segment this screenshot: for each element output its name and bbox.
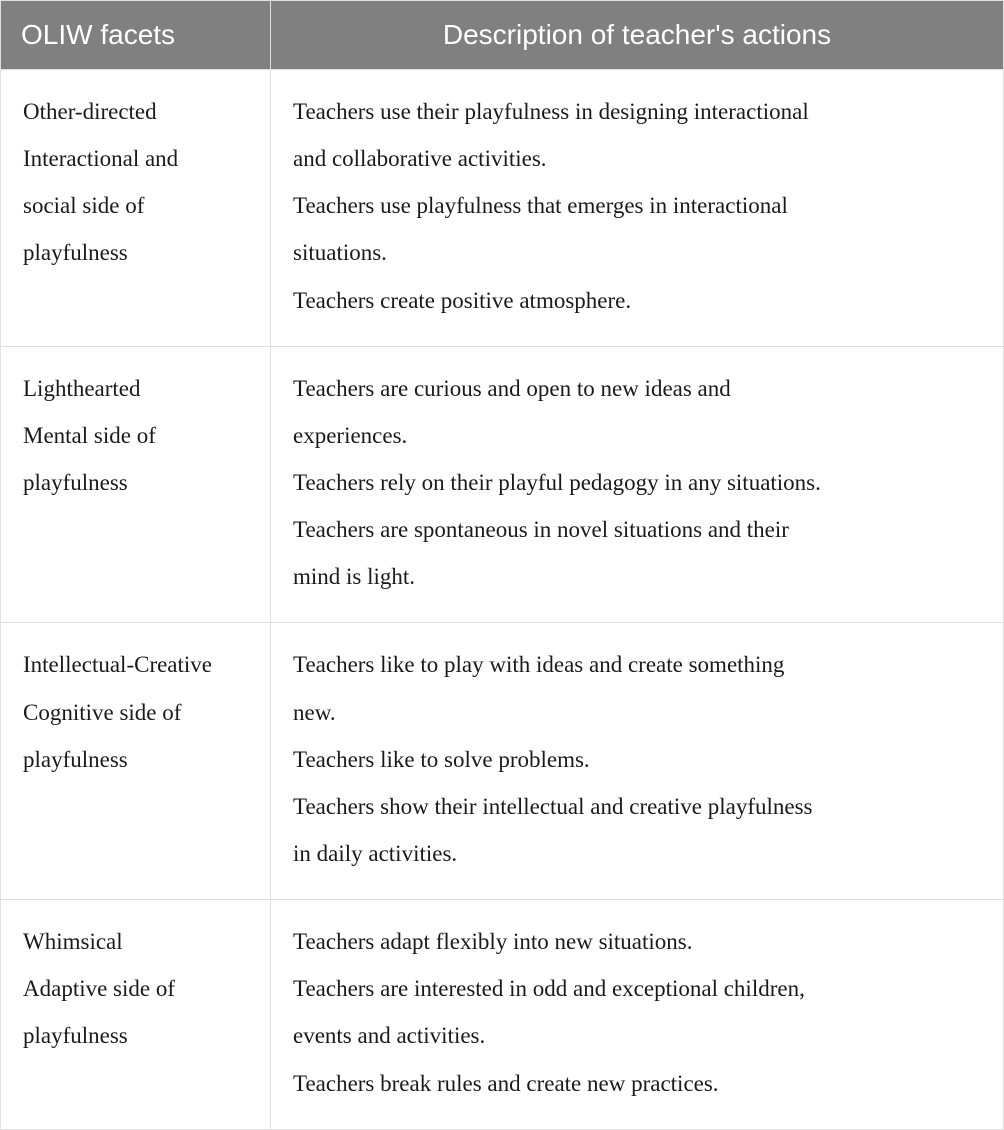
- facet-cell: Other-directedInteractional andsocial si…: [1, 70, 271, 347]
- description-line: Teachers break rules and create new prac…: [293, 1060, 981, 1107]
- description-line: Teachers like to play with ideas and cre…: [293, 641, 981, 688]
- description-line: experiences.: [293, 412, 981, 459]
- table-row: Other-directedInteractional andsocial si…: [1, 70, 1004, 347]
- description-line: Teachers use their playfulness in design…: [293, 88, 981, 135]
- facet-line: Lighthearted: [23, 365, 248, 412]
- table-row: Intellectual-CreativeCognitive side ofpl…: [1, 623, 1004, 900]
- facet-line: Mental side of: [23, 412, 248, 459]
- description-line: Teachers create positive atmosphere.: [293, 277, 981, 324]
- description-line: mind is light.: [293, 553, 981, 600]
- description-cell: Teachers adapt flexibly into new situati…: [271, 900, 1004, 1130]
- description-line: Teachers are interested in odd and excep…: [293, 965, 981, 1012]
- facet-line: Whimsical: [23, 918, 248, 965]
- facet-line: playfulness: [23, 459, 248, 506]
- facet-line: Other-directed: [23, 88, 248, 135]
- description-line: in daily activities.: [293, 830, 981, 877]
- header-description: Description of teacher's actions: [271, 1, 1004, 70]
- facet-cell: LightheartedMental side ofplayfulness: [1, 346, 271, 623]
- facet-line: Cognitive side of: [23, 689, 248, 736]
- facet-line: playfulness: [23, 229, 248, 276]
- description-line: Teachers use playfulness that emerges in…: [293, 182, 981, 229]
- description-line: Teachers rely on their playful pedagogy …: [293, 459, 981, 506]
- table-header-row: OLIW facets Description of teacher's act…: [1, 1, 1004, 70]
- facet-line: Intellectual-Creative: [23, 641, 248, 688]
- facet-cell: WhimsicalAdaptive side ofplayfulness: [1, 900, 271, 1130]
- facet-line: Adaptive side of: [23, 965, 248, 1012]
- description-line: new.: [293, 689, 981, 736]
- description-line: Teachers show their intellectual and cre…: [293, 783, 981, 830]
- description-cell: Teachers like to play with ideas and cre…: [271, 623, 1004, 900]
- description-line: Teachers are spontaneous in novel situat…: [293, 506, 981, 553]
- description-line: Teachers like to solve problems.: [293, 736, 981, 783]
- description-line: Teachers are curious and open to new ide…: [293, 365, 981, 412]
- table-row: LightheartedMental side ofplayfulness Tea…: [1, 346, 1004, 623]
- table-body: Other-directedInteractional andsocial si…: [1, 70, 1004, 1130]
- description-cell: Teachers are curious and open to new ide…: [271, 346, 1004, 623]
- description-line: and collaborative activities.: [293, 135, 981, 182]
- oliw-facets-table: OLIW facets Description of teacher's act…: [0, 0, 1004, 1130]
- description-cell: Teachers use their playfulness in design…: [271, 70, 1004, 347]
- facet-line: playfulness: [23, 736, 248, 783]
- table-row: WhimsicalAdaptive side ofplayfulness Teac…: [1, 900, 1004, 1130]
- facet-line: playfulness: [23, 1012, 248, 1059]
- description-line: events and activities.: [293, 1012, 981, 1059]
- facet-line: social side of: [23, 182, 248, 229]
- description-line: Teachers adapt flexibly into new situati…: [293, 918, 981, 965]
- description-line: situations.: [293, 229, 981, 276]
- facet-line: Interactional and: [23, 135, 248, 182]
- header-facets: OLIW facets: [1, 1, 271, 70]
- facet-cell: Intellectual-CreativeCognitive side ofpl…: [1, 623, 271, 900]
